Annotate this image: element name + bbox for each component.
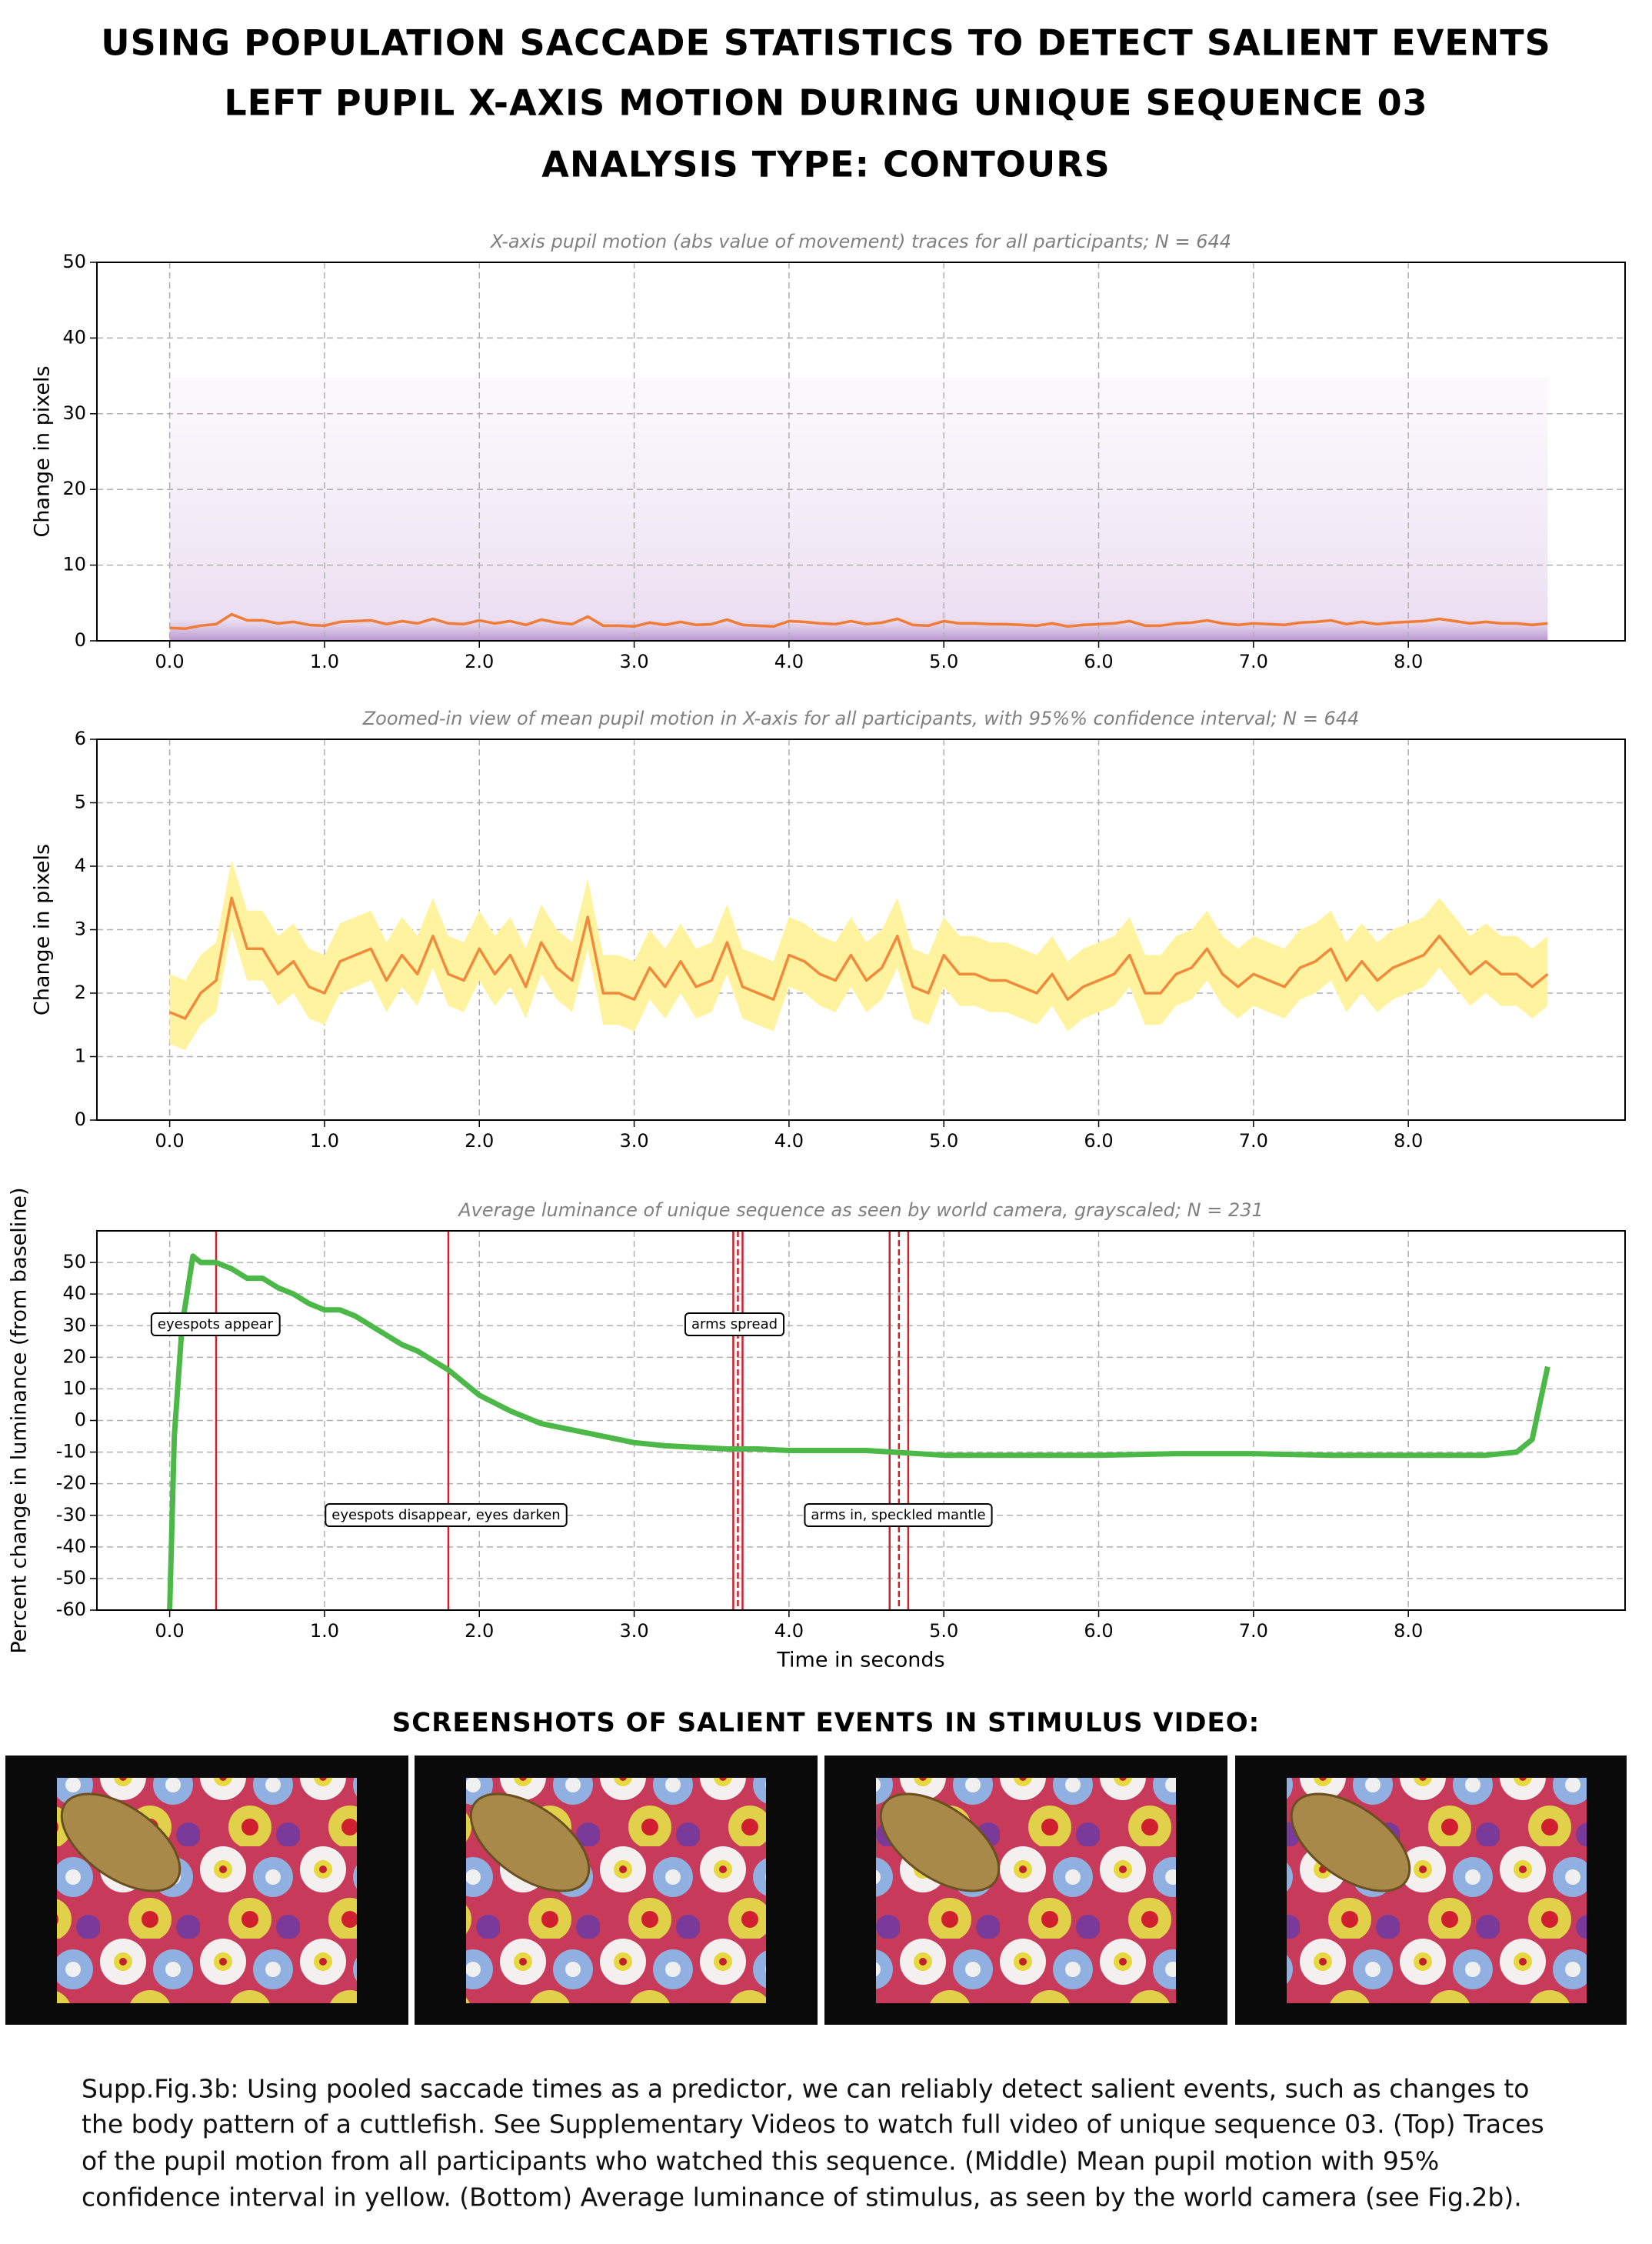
- annotation-box: [804, 1503, 993, 1527]
- y-tick-label: 30: [62, 1314, 86, 1335]
- y-tick-label: 0: [75, 629, 86, 651]
- x-tick-label: 3.0: [619, 651, 648, 672]
- annotation: eyespots appear: [158, 1316, 274, 1332]
- caption-line: confidence interval in yellow. (Bottom) …: [82, 2182, 1522, 2212]
- y-tick-label: -40: [56, 1535, 86, 1557]
- chart-title: X-axis pupil motion (abs value of moveme…: [489, 231, 1231, 252]
- y-tick-label: 40: [62, 326, 86, 348]
- y-tick-label: -10: [56, 1441, 86, 1462]
- y-tick-label: 20: [62, 1345, 86, 1367]
- y-tick-label: 20: [62, 478, 86, 499]
- x-tick-label: 3.0: [619, 1130, 648, 1152]
- x-tick-label: 1.0: [310, 651, 339, 672]
- y-axis-label: Change in pixels: [31, 844, 55, 1015]
- x-tick-label: 7.0: [1239, 1620, 1268, 1642]
- caption-line: Supp.Fig.3b: Using pooled saccade times …: [82, 2074, 1529, 2104]
- x-tick-label: 7.0: [1239, 651, 1268, 672]
- figure-title: ANALYSIS TYPE: CONTOURS: [541, 144, 1111, 185]
- chart-title: Average luminance of unique sequence as …: [457, 1199, 1264, 1221]
- caption-line: the body pattern of a cuttlefish. See Su…: [82, 2109, 1544, 2139]
- y-tick-label: 0: [75, 1109, 86, 1130]
- y-tick-label: -30: [56, 1504, 86, 1525]
- x-axis-label: Time in seconds: [776, 1649, 944, 1672]
- x-tick-label: 7.0: [1239, 1130, 1268, 1152]
- series-line: [169, 612, 1548, 631]
- series-line: [168, 896, 1549, 1020]
- cuttlefish: [1290, 1792, 1411, 1892]
- series-line: [167, 1253, 1550, 1611]
- annotation-box: [684, 1312, 785, 1336]
- x-tick-label: 5.0: [929, 651, 958, 672]
- x-tick-label: 6.0: [1084, 1130, 1113, 1152]
- x-tick-label: 1.0: [310, 1620, 339, 1642]
- x-tick-label: 0.0: [155, 1130, 185, 1152]
- annotation: arms in, speckled mantle: [811, 1507, 985, 1523]
- y-tick-label: 10: [62, 554, 86, 575]
- plot-frame: [96, 739, 1626, 1121]
- y-tick-label: 3: [75, 919, 86, 940]
- plot-frame: [96, 262, 1626, 642]
- chart-title: Zoomed-in view of mean pupil motion in X…: [362, 708, 1360, 729]
- cuttlefish: [469, 1792, 591, 1892]
- y-axis-label: Percent change in luminance (from baseli…: [8, 1187, 32, 1653]
- y-tick-label: 40: [62, 1282, 86, 1304]
- x-tick-label: 0.0: [155, 1620, 185, 1642]
- y-tick-label: 0: [75, 1409, 86, 1431]
- y-tick-label: 6: [75, 728, 86, 749]
- x-tick-label: 6.0: [1084, 651, 1113, 672]
- annotation: arms spread: [691, 1316, 778, 1332]
- x-tick-label: 6.0: [1084, 1620, 1113, 1642]
- x-tick-label: 8.0: [1394, 651, 1423, 672]
- cuttlefish: [60, 1792, 182, 1892]
- x-tick-label: 0.0: [155, 651, 185, 672]
- y-tick-label: 4: [75, 855, 86, 876]
- x-tick-label: 1.0: [310, 1130, 339, 1152]
- x-tick-label: 8.0: [1394, 1620, 1423, 1642]
- figure-title: USING POPULATION SACCADE STATISTICS TO D…: [101, 22, 1551, 64]
- x-tick-label: 2.0: [465, 1130, 494, 1152]
- cuttlefish: [879, 1792, 1001, 1892]
- y-tick-label: 1: [75, 1045, 86, 1067]
- plot-frame: [96, 1230, 1626, 1611]
- annotation: eyespots disappear, eyes darken: [331, 1507, 560, 1523]
- figure-title: LEFT PUPIL X-AXIS MOTION DURING UNIQUE S…: [224, 82, 1427, 124]
- y-tick-label: 2: [75, 982, 86, 1003]
- x-tick-label: 3.0: [619, 1620, 648, 1642]
- section-heading: SCREENSHOTS OF SALIENT EVENTS IN STIMULU…: [392, 1708, 1260, 1739]
- y-axis-label: Change in pixels: [31, 365, 55, 537]
- y-tick-label: 50: [62, 251, 86, 272]
- y-tick-label: 10: [62, 1377, 86, 1399]
- x-tick-label: 5.0: [929, 1620, 958, 1642]
- caption-line: of the pupil motion from all participant…: [82, 2146, 1439, 2176]
- x-tick-label: 2.0: [465, 1620, 494, 1642]
- screenshots: [5, 1756, 1627, 2025]
- y-tick-label: -60: [56, 1599, 86, 1620]
- x-tick-label: 4.0: [774, 651, 804, 672]
- y-tick-label: -50: [56, 1567, 86, 1589]
- trace-cloud: [169, 378, 1548, 641]
- x-tick-label: 4.0: [774, 1620, 804, 1642]
- x-tick-label: 8.0: [1394, 1130, 1423, 1152]
- x-tick-label: 4.0: [774, 1130, 804, 1152]
- annotation-box: [325, 1503, 568, 1527]
- x-tick-label: 5.0: [929, 1130, 958, 1152]
- x-tick-label: 2.0: [465, 651, 494, 672]
- confidence-band: [169, 859, 1548, 1051]
- annotation-box: [150, 1312, 281, 1336]
- y-tick-label: -20: [56, 1472, 86, 1494]
- y-tick-label: 50: [62, 1251, 86, 1272]
- y-tick-label: 5: [75, 792, 86, 813]
- y-tick-label: 30: [62, 402, 86, 424]
